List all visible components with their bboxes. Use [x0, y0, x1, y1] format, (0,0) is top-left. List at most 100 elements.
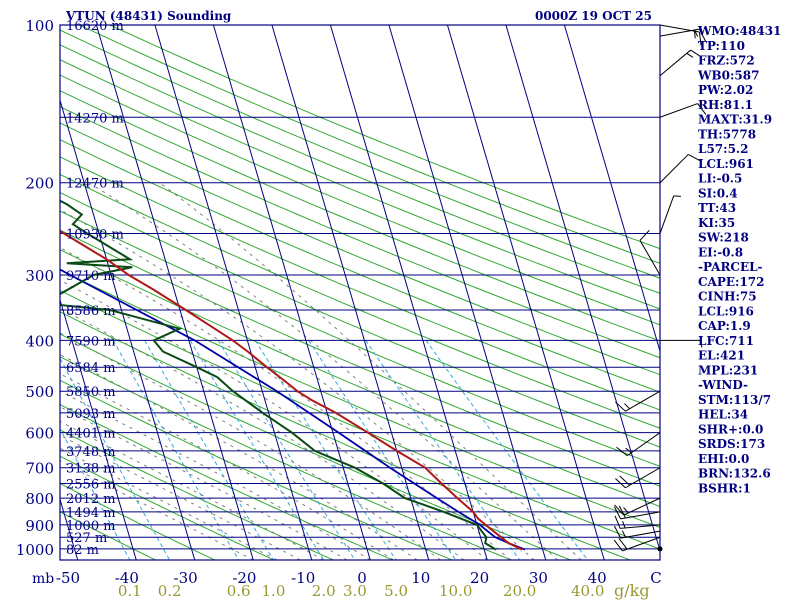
height-label: 527 m [66, 531, 107, 546]
sounding-index-value: CINH:75 [698, 290, 757, 304]
plot-frame [59, 24, 661, 561]
isotherm-line [95, 25, 254, 560]
sounding-index-value: FRZ:572 [698, 54, 755, 68]
isotherm-line [154, 25, 313, 560]
temperature-tick-label: 0 [357, 569, 367, 587]
dry-adiabat-line [60, 156, 660, 411]
dry-adiabat-line [60, 44, 660, 294]
wind-barb-shaft [659, 195, 675, 234]
sounding-index-value: BSHR:1 [698, 481, 751, 495]
mixing-ratio-tick-label: 40.0 [571, 582, 604, 600]
temperature-trace [60, 229, 523, 551]
pressure-tick-label: 600 [25, 425, 54, 443]
wind-barb-feather [618, 505, 626, 519]
dry-adiabat-line [60, 59, 660, 310]
pressure-tick-label: 900 [25, 517, 54, 535]
moist-adiabat-line [60, 460, 254, 560]
wind-barb-shaft [639, 240, 661, 276]
calm-wind-marker [657, 546, 663, 552]
wind-barb-feather [614, 515, 621, 529]
mixing-ratio-line [308, 340, 457, 560]
wind-barb-shaft [623, 497, 661, 516]
dry-adiabat-line [60, 455, 275, 560]
dry-adiabat-line [60, 139, 660, 393]
sounding-index-value: EI:-0.8 [698, 245, 743, 259]
wind-barb [613, 536, 661, 552]
height-label: 4401 m [66, 427, 116, 442]
wind-barb-feather [613, 506, 622, 520]
dry-adiabat-line [60, 249, 660, 508]
wind-barb-half-feather [693, 31, 696, 39]
mixing-ratio-line [254, 340, 397, 560]
dry-adiabat-line [60, 173, 660, 429]
temperature-tick-label: -50 [56, 569, 80, 587]
moist-adiabat-line [88, 182, 558, 560]
mixing-ratio-tick-label: 20.0 [503, 582, 536, 600]
mixing-ratio-tick-label: 10.0 [439, 582, 472, 600]
pressure-tick-label: 1000 [16, 541, 54, 559]
wind-barb-feather [618, 538, 628, 550]
wind-barb [616, 432, 661, 457]
wind-barb [613, 505, 661, 520]
mixing-ratio-tick-label: 2.0 [312, 582, 336, 600]
sounding-index-value: LCL:916 [698, 304, 754, 318]
sounding-index-value: -WIND- [698, 378, 748, 392]
height-label: 9710 m [66, 269, 116, 284]
wind-barb [659, 49, 703, 77]
mixing-ratio-line [425, 340, 589, 560]
wind-barb-shaft [620, 511, 661, 520]
dry-adiabats [60, 25, 660, 560]
pressure-tick-label: 300 [25, 267, 54, 285]
pressure-tick-label: 800 [25, 490, 54, 508]
sounding-index-value: MPL:231 [698, 363, 758, 377]
isotherm-line [329, 25, 488, 560]
sounding-index-value: CAPE:172 [698, 275, 765, 289]
temperature-tick-label: 20 [470, 569, 489, 587]
pressure-tick-label: 100 [25, 17, 54, 35]
pressure-tick-label: 700 [25, 460, 54, 478]
wind-barb-feather [697, 103, 707, 115]
sounding-index-value: WMO:48431 [697, 24, 781, 38]
mixing-ratio-tick-label: 5.0 [384, 582, 408, 600]
moist-adiabat-line [60, 209, 535, 560]
mixing-ratio-tick-label: 0.1 [118, 582, 142, 600]
sounding-index-value: EL:421 [698, 349, 745, 363]
sounding-index-value: SHR+:0.0 [698, 422, 763, 436]
dry-adiabat-line [60, 311, 631, 560]
mixing-ratio-tick-label: 0.6 [227, 582, 251, 600]
sounding-index-value: LFC:711 [698, 334, 754, 348]
wind-barb-feather [690, 49, 703, 58]
wind-barb-half-feather [623, 507, 629, 514]
wind-barb [613, 525, 661, 539]
mixing-ratio-tick-labels: 0.1 0.2 0.6 1.0 2.0 3.0 5.0 10.0 20.0 40.0 [118, 582, 605, 600]
wind-barb-feather [614, 504, 625, 516]
wind-barb-shaft [659, 154, 689, 184]
wind-barb-feather [639, 230, 650, 241]
height-label: 6584 m [66, 361, 116, 376]
isotherm-line [60, 298, 137, 560]
wind-barb-half-feather [624, 403, 631, 410]
wind-barb-shaft [622, 536, 661, 552]
sounding-index-value: LI:-0.5 [698, 172, 742, 186]
wind-barb [659, 195, 681, 234]
height-label: 2556 m [66, 477, 116, 492]
wind-barb-feather [688, 153, 701, 162]
sounding-index-value: KI:35 [698, 216, 735, 230]
dry-adiabat-line [60, 74, 660, 326]
temperature-tick-label: -40 [115, 569, 139, 587]
wind-barb-feather [698, 31, 702, 46]
height-label: 7590 m [66, 334, 116, 349]
mixing-ratio-tick-label: 0.2 [158, 582, 182, 600]
dry-adiabat-line [60, 106, 660, 359]
pressure-tick-label: 200 [25, 175, 54, 193]
dry-adiabat-line [60, 269, 660, 528]
mixing-ratio-tick-label: 1.0 [262, 582, 286, 600]
height-label: 10930 m [66, 227, 124, 242]
dry-adiabat-line [60, 511, 156, 560]
isotherm-line [271, 25, 430, 560]
dry-adiabat-line [60, 90, 660, 342]
wind-barb-feather [615, 478, 626, 489]
height-label: 2012 m [66, 492, 116, 507]
height-label: 8586 m [66, 304, 116, 319]
